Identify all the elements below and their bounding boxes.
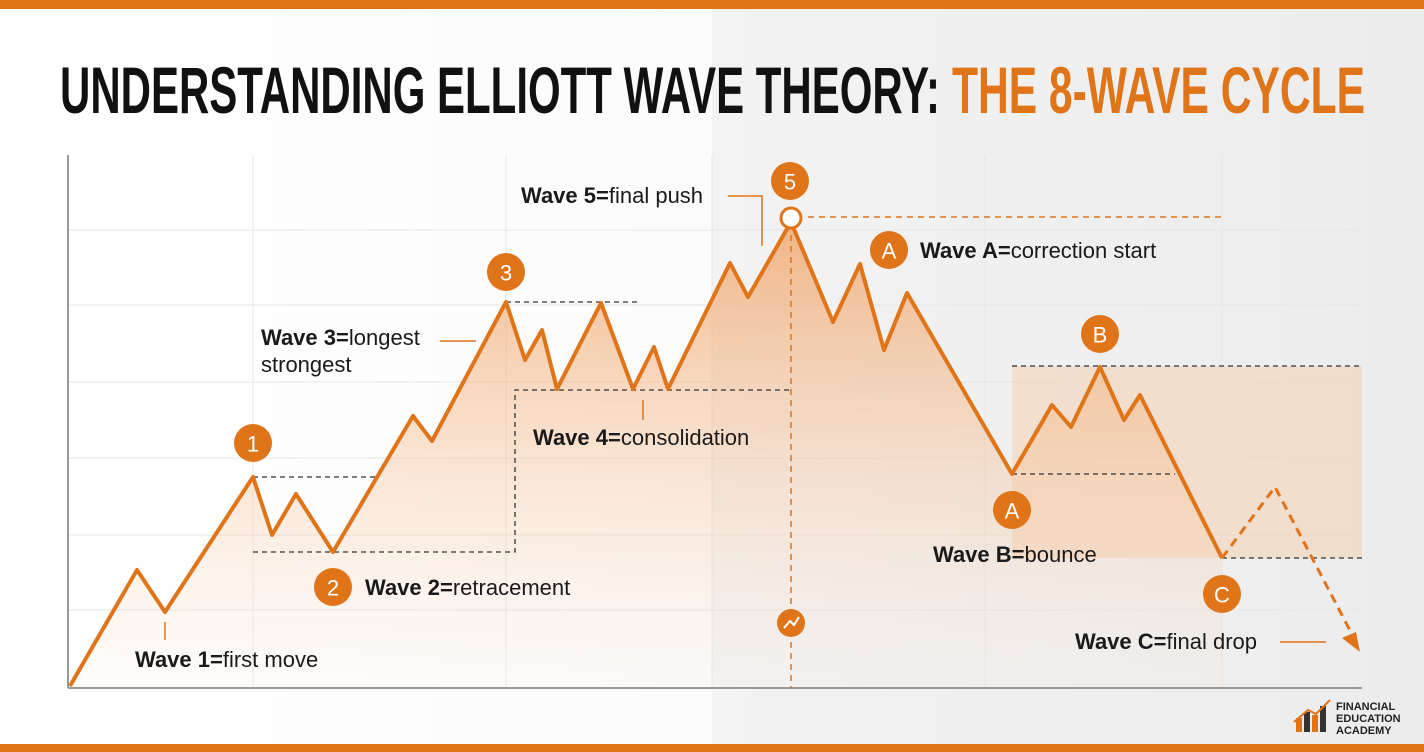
logo-line: ACADEMY [1336, 725, 1392, 737]
wave-label-text: longest [349, 325, 420, 350]
wave-badge: 5 [771, 162, 809, 200]
wave-label: Wave C=final drop [1075, 629, 1257, 654]
title: UNDERSTANDING ELLIOTT WAVE THEORY: [60, 53, 940, 127]
wave-badge: 2 [314, 568, 352, 606]
badge-circle [487, 253, 525, 291]
wave-label-name: Wave A= [920, 238, 1011, 263]
wave-label-text: retracement [453, 575, 570, 600]
wave-label-text: bounce [1025, 542, 1097, 567]
wave-label-name: Wave 3= [261, 325, 349, 350]
area [70, 222, 1222, 688]
wave-label: Wave B=bounce [933, 542, 1097, 567]
badge-circle [314, 568, 352, 606]
badge-circle [234, 424, 272, 462]
wave-label-name: Wave 2= [365, 575, 453, 600]
badge-label: A [882, 239, 897, 264]
leaders [164, 195, 1326, 643]
wave-label: Wave 2=retracement [365, 575, 570, 600]
badge-label: 3 [500, 261, 512, 286]
badge-circle [870, 231, 908, 269]
wave-label-text: strongest [261, 352, 352, 377]
projection [1220, 484, 1357, 641]
wave-label-name: Wave C= [1075, 629, 1167, 654]
badge-label: B [1093, 323, 1108, 348]
wave-label: Wave 1=first move [135, 647, 318, 672]
badge-label: 2 [327, 576, 339, 601]
wave-label-text: final drop [1167, 629, 1258, 654]
wave-label-name: Wave B= [933, 542, 1025, 567]
wave-badge: 3 [487, 253, 525, 291]
wave-label-text: first move [223, 647, 318, 672]
bottom-bar [0, 744, 1424, 752]
badge-circle [1081, 315, 1119, 353]
badge-circle [771, 162, 809, 200]
badge-label: 1 [247, 432, 259, 457]
logo: FINANCIAL EDUCATION ACADEMY [1293, 699, 1401, 737]
arrowhead [1342, 632, 1360, 652]
top-bar [0, 0, 1424, 9]
wave-label-text: consolidation [621, 425, 749, 450]
wave-badge: A [993, 491, 1031, 529]
wave-label: Wave 5=final push [521, 183, 703, 208]
wave-path [68, 220, 1224, 688]
levels [253, 301, 1362, 559]
wave-label-name: Wave 5= [521, 183, 609, 208]
logo-line: FINANCIAL [1336, 701, 1396, 713]
peak-icon [779, 206, 803, 230]
wave-label-name: Wave 1= [135, 647, 223, 672]
logo-line: EDUCATION [1336, 713, 1401, 725]
trend-icon-line [783, 616, 800, 629]
wave-label: Wave 3=longest [261, 325, 420, 350]
wave-label: Wave A=correction start [920, 238, 1156, 263]
wave-badge: B [1081, 315, 1119, 353]
wave-label: Wave 4=consolidation [533, 425, 749, 450]
badge-label: C [1214, 583, 1230, 608]
badge-circle [1203, 575, 1241, 613]
wave-badge: 1 [234, 424, 272, 462]
wave-badge: C [1203, 575, 1241, 613]
wave-badge: A [870, 231, 908, 269]
badge-circle [993, 491, 1031, 529]
badge-label: A [1005, 499, 1020, 524]
title-highlight: THE 8-WAVE CYCLE [952, 53, 1365, 127]
wave-label-name: Wave 4= [533, 425, 621, 450]
wave-label-text: correction start [1011, 238, 1157, 263]
badge-label: 5 [784, 170, 796, 195]
wave-label-text: final push [609, 183, 703, 208]
